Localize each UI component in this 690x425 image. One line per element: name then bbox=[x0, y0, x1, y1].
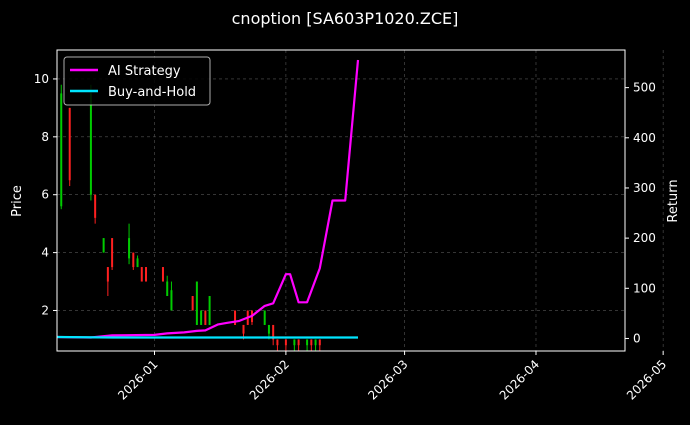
chart-title: cnoption [SA603P1020.ZCE] bbox=[232, 9, 459, 28]
candle-body bbox=[94, 194, 97, 218]
series-line-ai-strategy bbox=[56, 59, 360, 339]
right-tick-label: 200 bbox=[633, 231, 656, 245]
plot-frame bbox=[56, 49, 626, 352]
candle bbox=[161, 267, 164, 282]
candle-body bbox=[208, 296, 211, 325]
candle bbox=[284, 339, 287, 351]
candle-body bbox=[89, 93, 92, 195]
candle-body bbox=[161, 267, 164, 282]
left-axis: 2 4 6 8 10 bbox=[34, 72, 57, 317]
candle bbox=[111, 238, 114, 270]
candle-body bbox=[306, 339, 309, 346]
candle bbox=[94, 194, 97, 224]
candle-body bbox=[191, 296, 194, 311]
candle-body bbox=[263, 310, 266, 325]
candle-body bbox=[314, 339, 317, 346]
candle-body bbox=[318, 339, 321, 346]
legend-box bbox=[63, 56, 211, 106]
candle-body bbox=[310, 339, 313, 346]
candle bbox=[200, 310, 203, 325]
candle bbox=[191, 296, 194, 311]
legend-label-buy-and-hold: Buy-and-Hold bbox=[108, 85, 196, 100]
candle-body bbox=[106, 267, 109, 282]
candle bbox=[170, 281, 173, 311]
candle bbox=[272, 324, 275, 346]
candle-body bbox=[200, 310, 203, 325]
candle-body bbox=[145, 267, 148, 282]
left-tick-label: 6 bbox=[41, 188, 49, 202]
candle bbox=[140, 267, 143, 282]
candle bbox=[136, 255, 139, 268]
right-tick-label: 400 bbox=[633, 131, 656, 145]
candle-body bbox=[170, 290, 173, 311]
candle bbox=[318, 339, 321, 351]
right-tick-label: 500 bbox=[633, 81, 656, 95]
candle bbox=[195, 281, 198, 325]
candle bbox=[306, 339, 309, 351]
candle bbox=[276, 339, 279, 351]
right-axis: 0 100 200 300 400 500 bbox=[625, 81, 656, 345]
candle bbox=[208, 296, 211, 325]
left-tick-label: 8 bbox=[41, 130, 49, 144]
legend: AI Strategy Buy-and-Hold bbox=[63, 56, 211, 106]
candle-body bbox=[276, 339, 279, 346]
grid bbox=[57, 50, 664, 351]
candle bbox=[60, 84, 63, 210]
candle-body bbox=[140, 267, 143, 282]
candle bbox=[128, 223, 131, 265]
right-tick-label: 100 bbox=[633, 281, 656, 295]
candle bbox=[297, 339, 300, 351]
candle bbox=[204, 310, 207, 325]
candle bbox=[166, 275, 169, 297]
left-tick-label: 4 bbox=[41, 246, 49, 260]
right-tick-label: 0 bbox=[633, 331, 641, 345]
candle bbox=[102, 238, 105, 253]
candle-body bbox=[195, 281, 198, 325]
candle-body bbox=[102, 238, 105, 253]
candle-body bbox=[60, 93, 63, 207]
candle-body bbox=[68, 107, 71, 181]
left-tick-label: 10 bbox=[34, 72, 49, 86]
left-tick-label: 2 bbox=[41, 303, 49, 317]
series-lines bbox=[56, 59, 360, 339]
candle-body bbox=[284, 339, 287, 346]
candle bbox=[310, 339, 313, 351]
candle bbox=[145, 267, 148, 282]
left-axis-label: Price bbox=[10, 185, 25, 217]
right-tick-label: 300 bbox=[633, 181, 656, 195]
candle bbox=[68, 107, 71, 187]
candle-body bbox=[267, 324, 270, 334]
series-line-buy-and-hold bbox=[56, 335, 358, 339]
candle-body bbox=[166, 281, 169, 297]
legend-label-ai-strategy: AI Strategy bbox=[108, 64, 181, 79]
candle-body bbox=[293, 339, 296, 346]
candle bbox=[132, 252, 135, 270]
candle-body bbox=[128, 238, 131, 259]
candle bbox=[293, 339, 296, 351]
candle-body bbox=[136, 258, 139, 268]
candle-body bbox=[111, 238, 114, 268]
candle bbox=[314, 339, 317, 351]
candle-body bbox=[132, 252, 135, 268]
candle-body bbox=[272, 324, 275, 340]
candle-body bbox=[242, 324, 245, 334]
candle-body bbox=[297, 339, 300, 346]
candle bbox=[263, 310, 266, 325]
candle-body bbox=[234, 310, 237, 325]
candle bbox=[106, 267, 109, 297]
right-axis-label: Return bbox=[666, 179, 681, 222]
candle-body bbox=[204, 310, 207, 325]
